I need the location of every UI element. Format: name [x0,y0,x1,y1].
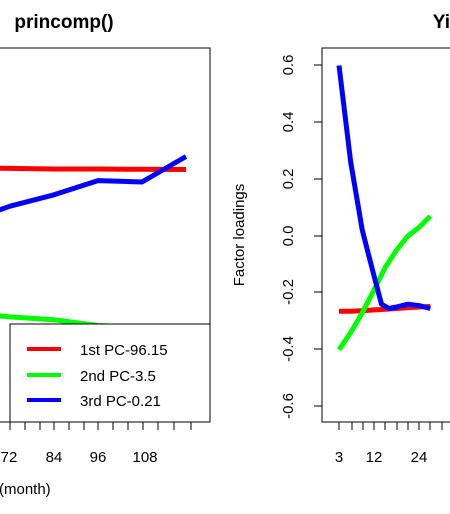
right-y-tick-label-neg-0.4: -0.4 [280,336,297,362]
right-x-tick-label-3: 3 [335,449,343,466]
right-x-axis: 3 12 24 [335,421,450,466]
left-chart-title: princomp() [14,12,113,33]
right-y-tick-label-0.4: 0.4 [280,112,297,133]
right-y-axis-title: Factor loadings [231,184,248,287]
right-y-axis: -0.6 -0.4 -0.2 0.0 0.2 0.4 0.6 [280,55,323,419]
legend-label-1st-pc: 1st PC-96.15 [80,342,168,359]
right-chart-title: Yi [433,12,450,33]
right-y-tick-label-0.0: 0.0 [280,226,297,247]
left-series-line-3 [0,154,188,213]
left-series-line-1 [0,165,187,172]
right-series-line-2 [336,214,433,352]
left-x-axis: 72 84 96 108 (month) [0,421,192,498]
right-y-tick-label-neg-0.2: -0.2 [280,279,297,305]
right-series-line-3 [336,65,431,311]
left-x-tick-label-84: 84 [46,449,63,466]
right-x-tick-label-12: 12 [366,449,383,466]
right-y-tick-label-0.2: 0.2 [280,169,297,190]
left-x-tick-label-72: 72 [1,449,18,466]
left-x-tick-label-96: 96 [90,449,107,466]
left-x-axis-title: (month) [0,481,51,498]
legend-label-2nd-pc: 2nd PC-3.5 [80,368,156,385]
left-legend: 1st PC-96.15 2nd PC-3.5 3rd PC-0.21 [9,323,211,423]
right-series-lines [336,65,433,352]
left-x-tick-label-108: 108 [132,449,157,466]
right-x-tick-label-24: 24 [411,449,428,466]
left-series-lines [0,154,188,330]
right-y-tick-label-neg-0.6: -0.6 [280,393,297,419]
legend-label-3rd-pc: 3rd PC-0.21 [80,393,161,410]
right-y-tick-label-0.6: 0.6 [280,55,297,76]
